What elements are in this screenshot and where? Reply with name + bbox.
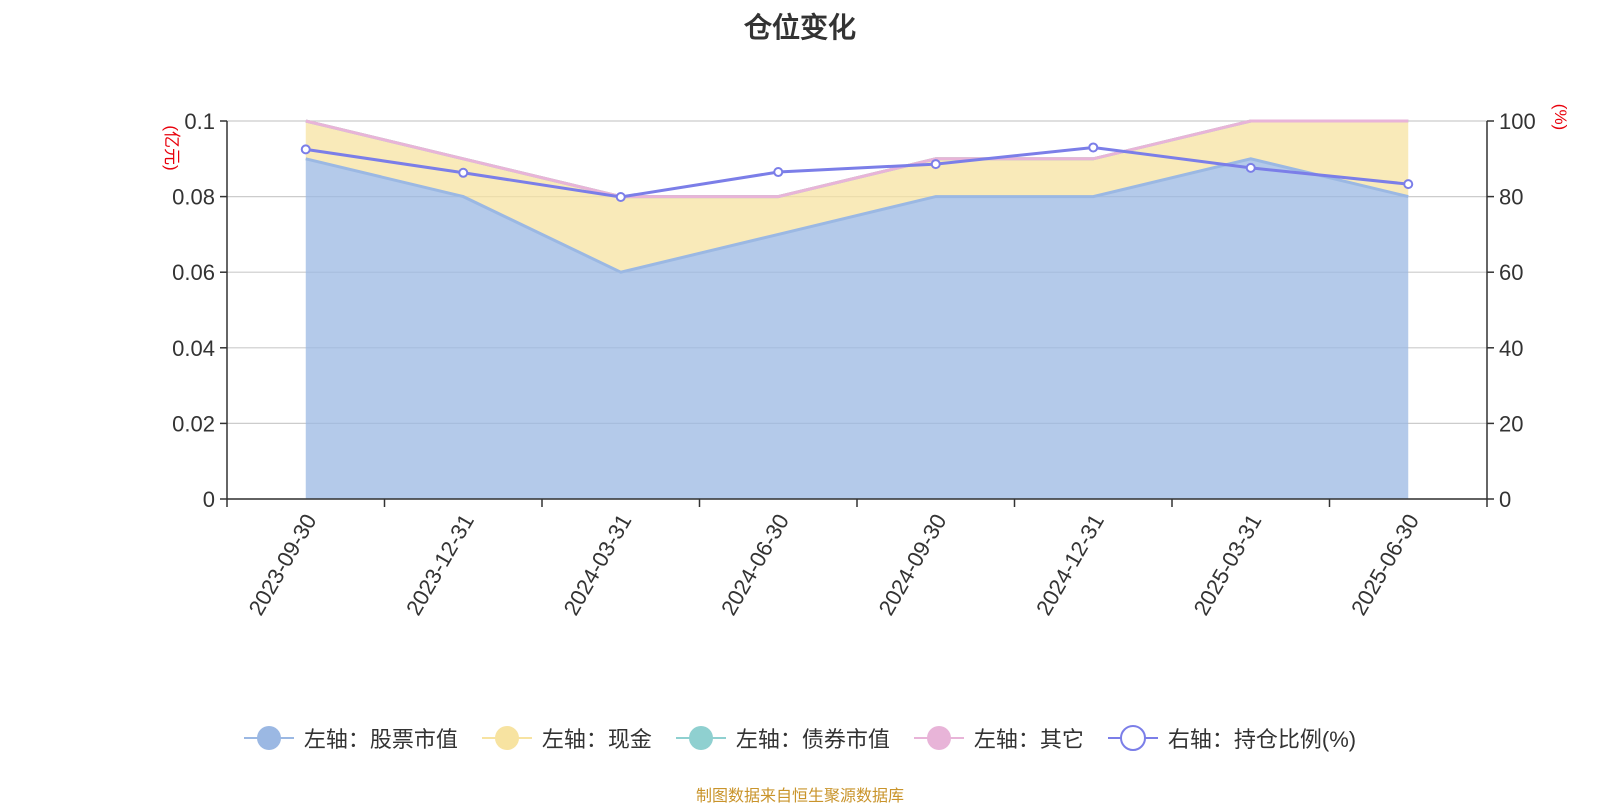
legend-swatch-icon [675,726,726,750]
legend-label: 左轴：股票市值 [303,727,458,752]
area-左轴：现金 [305,121,1409,273]
x-tick-label: 2024-09-30 [874,510,952,620]
left-tick-label: 0.04 [172,336,215,361]
legend-item[interactable]: 左轴：债券市值 [675,722,890,754]
legend-item[interactable]: 左轴：其它 [913,722,1084,754]
data-source: 制图数据来自恒生聚源数据库 [695,788,904,805]
ratio-point [1403,179,1414,190]
axes [220,120,1494,507]
legend-label: 左轴：现金 [541,727,652,752]
ratio-point [1245,162,1256,173]
legend-swatch-icon [1107,725,1158,751]
legend-swatch-icon [243,726,294,750]
left-tick-label: 0.06 [172,260,215,285]
legend-item[interactable]: 右轴：持仓比例(%) [1107,722,1357,754]
ratio-point [1088,142,1099,153]
left-tick-label: 0.02 [172,411,215,436]
area-edge-左轴：其它 [305,119,1409,199]
right-tick-label: 100 [1499,109,1536,134]
x-tick-label: 2023-12-31 [401,510,479,620]
legend-swatch-icon [481,726,532,750]
area-左轴：股票市值 [305,158,1409,500]
stacked-areas [305,119,1409,500]
x-tick-label: 2024-03-31 [559,510,637,620]
ratio-point [773,167,784,178]
ratio-line [300,142,1414,202]
left-tick-label: 0.08 [172,185,215,210]
ratio-line-path [305,145,1409,199]
x-tick-label: 2024-12-31 [1031,510,1109,620]
legend-swatch-icon [913,726,964,750]
left-axis-unit: (亿元) [162,125,181,170]
chart-title: 仓位变化 [743,12,856,43]
right-axis-unit: (%) [1551,104,1570,130]
legend-item[interactable]: 左轴：股票市值 [243,722,458,754]
right-tick-label: 0 [1499,487,1511,512]
legend-item[interactable]: 左轴：现金 [481,722,652,754]
legend: 左轴：股票市值 左轴：现金 左轴：债券市值 左轴：其它 右轴：持仓比例(%) [0,722,1600,754]
ratio-point [458,167,469,178]
right-tick-label: 60 [1499,260,1523,285]
x-tick-label: 2025-03-31 [1189,510,1267,620]
legend-label: 左轴：债券市值 [735,727,890,752]
right-tick-label: 20 [1499,411,1523,436]
x-tick-label: 2023-09-30 [244,510,322,620]
left-tick-label: 0 [203,487,215,512]
x-tick-label: 2025-06-30 [1346,510,1424,620]
left-tick-label: 0.1 [184,109,215,134]
right-tick-label: 40 [1499,336,1523,361]
legend-label: 左轴：其它 [973,727,1084,752]
ratio-point [615,191,626,202]
ratio-point [930,159,941,170]
right-tick-label: 80 [1499,185,1523,210]
legend-label: 右轴：持仓比例(%) [1167,727,1357,752]
ratio-point [300,144,311,155]
x-tick-label: 2024-06-30 [716,510,794,620]
